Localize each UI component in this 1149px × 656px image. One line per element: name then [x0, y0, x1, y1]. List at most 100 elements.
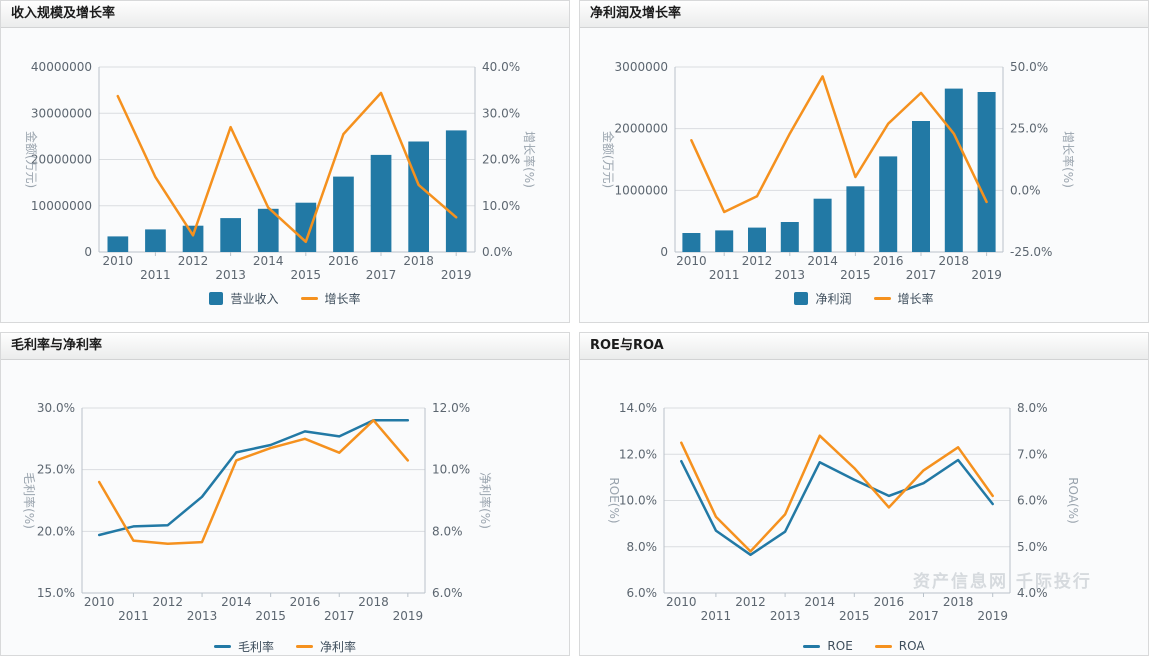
svg-text:0: 0	[84, 245, 92, 259]
svg-text:2010: 2010	[103, 254, 134, 268]
panel-margins: 毛利率与净利率 30.0% 25.0% 20.0% 15.0% 12.0% 10.0% 8.…	[0, 332, 570, 656]
legend-item-ROE[interactable]: ROE	[803, 639, 853, 653]
svg-text:50.0%: 50.0%	[1010, 60, 1048, 74]
svg-text:5.0%: 5.0%	[1017, 540, 1048, 554]
svg-text:10000000: 10000000	[31, 199, 92, 213]
legend-item-ROA[interactable]: ROA	[874, 639, 925, 653]
svg-text:ROE(%): ROE(%)	[607, 477, 621, 523]
panel-title-bar: 净利润及增长率	[580, 1, 1148, 28]
svg-text:40.0%: 40.0%	[482, 60, 520, 74]
svg-text:30.0%: 30.0%	[37, 401, 75, 415]
svg-text:2014: 2014	[253, 254, 284, 268]
svg-text:2010: 2010	[666, 595, 697, 609]
svg-text:2010: 2010	[676, 254, 707, 268]
svg-text:6.0%: 6.0%	[627, 586, 658, 600]
svg-text:10.0%: 10.0%	[619, 494, 657, 508]
svg-text:2017: 2017	[324, 609, 355, 623]
svg-text:0.0%: 0.0%	[1010, 183, 1041, 197]
svg-text:2011: 2011	[701, 609, 732, 623]
svg-text:2015: 2015	[840, 268, 871, 282]
legend-label: 增长率	[324, 291, 361, 306]
svg-text:2013: 2013	[770, 609, 801, 623]
svg-text:2011: 2011	[118, 609, 149, 623]
svg-text:2011: 2011	[709, 268, 740, 282]
svg-text:2019: 2019	[971, 268, 1002, 282]
svg-text:2016: 2016	[873, 254, 904, 268]
chart-area: 3000000 2000000 1000000 0 50.0% 25.0% 0.0% -25.…	[580, 28, 1148, 322]
legend-item-毛利率[interactable]: 毛利率	[213, 638, 274, 655]
chart-area: 40000000 30000000 20000000 10000000 0 40.0% 30…	[1, 28, 569, 322]
panel-revenue-growth: 收入规模及增长率 40000000 30000000 20000000 1000000…	[0, 0, 570, 323]
panel-title-bar: ROE与ROA	[580, 333, 1148, 360]
svg-text:2017: 2017	[906, 268, 937, 282]
svg-text:10.0%: 10.0%	[432, 463, 470, 477]
watermark: 资产信息网 千际投行	[913, 572, 1092, 592]
svg-text:0: 0	[660, 245, 668, 259]
svg-text:2018: 2018	[939, 254, 970, 268]
chart-title: 毛利率与净利率	[11, 338, 103, 353]
svg-text:30.0%: 30.0%	[482, 106, 520, 120]
svg-text:2018: 2018	[943, 595, 974, 609]
svg-text:-25.0%: -25.0%	[1010, 245, 1052, 259]
svg-text:金额(万元): 金额(万元)	[601, 131, 616, 188]
legend-item-营业收入[interactable]: 营业收入	[209, 290, 279, 307]
svg-text:2019: 2019	[393, 609, 424, 623]
svg-text:2015: 2015	[839, 609, 870, 623]
svg-text:2000000: 2000000	[615, 122, 668, 136]
revenue-growth-chart: 40000000 30000000 20000000 10000000 0 40.0% 30…	[24, 60, 537, 282]
line-swatch-icon	[300, 296, 318, 300]
svg-text:30000000: 30000000	[31, 106, 92, 120]
svg-text:2014: 2014	[804, 595, 835, 609]
legend-label: 净利润	[815, 291, 852, 306]
svg-text:2014: 2014	[221, 595, 252, 609]
netprofit-growth-chart: 3000000 2000000 1000000 0 50.0% 25.0% 0.0% -25.…	[601, 60, 1076, 282]
svg-text:毛利率(%): 毛利率(%)	[22, 472, 37, 529]
svg-text:1000000: 1000000	[615, 183, 668, 197]
svg-text:20.0%: 20.0%	[37, 524, 75, 538]
line-swatch-icon	[213, 644, 231, 648]
svg-text:25.0%: 25.0%	[37, 463, 75, 477]
svg-text:10.0%: 10.0%	[482, 199, 520, 213]
bar-swatch-icon	[794, 291, 809, 305]
svg-text:8.0%: 8.0%	[432, 524, 463, 538]
svg-text:2013: 2013	[215, 268, 246, 282]
line-swatch-icon	[296, 644, 313, 648]
svg-text:2017: 2017	[908, 609, 939, 623]
svg-text:2010: 2010	[84, 595, 115, 609]
bar-swatch-icon	[209, 291, 224, 305]
svg-text:2013: 2013	[187, 609, 218, 623]
svg-text:20.0%: 20.0%	[482, 153, 520, 167]
legend-label: ROE	[827, 639, 853, 653]
svg-text:7.0%: 7.0%	[1017, 447, 1048, 461]
legend-item-增长率[interactable]: 增长率	[873, 290, 934, 307]
legend-label: 毛利率	[237, 639, 274, 654]
chart-title: 净利润及增长率	[590, 6, 682, 21]
svg-text:增长率(%): 增长率(%)	[1061, 131, 1076, 188]
svg-text:14.0%: 14.0%	[619, 401, 657, 415]
svg-text:2019: 2019	[977, 609, 1008, 623]
svg-text:3000000: 3000000	[615, 60, 668, 74]
chart-title: ROE与ROA	[590, 338, 664, 353]
svg-text:2016: 2016	[328, 254, 359, 268]
line-swatch-icon	[874, 644, 892, 648]
svg-text:15.0%: 15.0%	[37, 586, 75, 600]
svg-text:2012: 2012	[152, 595, 183, 609]
svg-text:6.0%: 6.0%	[1017, 494, 1048, 508]
svg-text:2013: 2013	[775, 268, 806, 282]
svg-text:2015: 2015	[291, 268, 322, 282]
legend-item-净利率[interactable]: 净利率	[296, 638, 356, 655]
legend-item-增长率[interactable]: 增长率	[300, 290, 361, 307]
svg-text:4.0%: 4.0%	[1017, 586, 1048, 600]
svg-text:2018: 2018	[358, 595, 389, 609]
svg-text:25.0%: 25.0%	[1010, 122, 1048, 136]
svg-text:2018: 2018	[403, 254, 434, 268]
svg-text:8.0%: 8.0%	[627, 540, 658, 554]
legend-item-净利润[interactable]: 净利润	[794, 290, 852, 307]
chart-legend: 营业收入 增长率	[1, 290, 569, 306]
chart-legend: 毛利率 净利率	[1, 638, 569, 654]
panel-title-bar: 收入规模及增长率	[1, 1, 569, 28]
svg-text:2012: 2012	[178, 254, 209, 268]
chart-legend: 净利润 增长率	[580, 290, 1148, 306]
svg-text:8.0%: 8.0%	[1017, 401, 1048, 415]
